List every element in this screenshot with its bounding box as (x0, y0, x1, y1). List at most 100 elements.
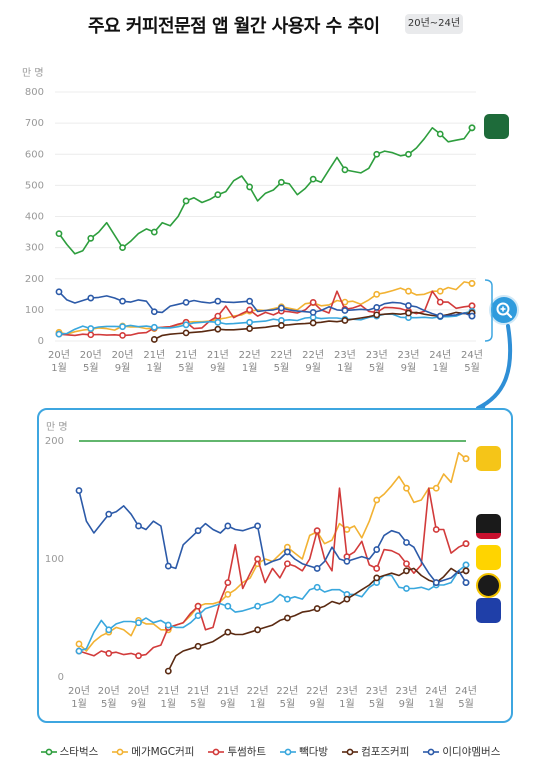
twosome-logo-icon (476, 514, 501, 539)
compose-coffee-logo-icon (476, 573, 501, 598)
legend-swatch (423, 748, 440, 755)
series-line (58, 291, 473, 317)
legend-swatch (208, 748, 225, 755)
series-point (119, 331, 126, 339)
x-tick-label: 9월 (401, 362, 417, 374)
series-point (405, 150, 412, 158)
y-tick-label: 600 (25, 149, 44, 160)
legend-label: 이디야멤버스 (442, 746, 501, 758)
series-line (58, 310, 473, 335)
series-point (182, 321, 190, 329)
legend-swatch (342, 748, 359, 755)
x-tick-label: 23년 (334, 349, 356, 361)
y-tick-label: 800 (25, 87, 44, 98)
series-point (277, 304, 285, 312)
legend-swatch (40, 748, 57, 755)
series-point (214, 318, 222, 326)
series-point (436, 312, 444, 320)
series-point (119, 297, 126, 305)
series-point (373, 150, 381, 158)
x-tick-label: 24년 (429, 349, 451, 361)
legend-swatch (112, 748, 129, 755)
x-tick-label: 21년 (175, 349, 197, 361)
legend-swatch (280, 748, 297, 755)
series-point (405, 309, 412, 317)
x-tick-label: 5월 (178, 362, 194, 374)
series-point (309, 308, 317, 316)
legend-item: 투썸하트 (208, 744, 266, 759)
series-point (87, 294, 95, 302)
series-point (468, 312, 476, 320)
legend-item: 컴포즈커피 (342, 744, 409, 759)
zoom-in-icon[interactable] (489, 295, 519, 325)
x-tick-label: 9월 (115, 362, 131, 374)
x-tick-label: 1월 (51, 362, 67, 374)
legend-item: 이디야멤버스 (423, 744, 500, 759)
legend-label: 컴포즈커피 (361, 746, 410, 758)
y-tick-label: 400 (25, 212, 44, 223)
series-point (55, 230, 63, 238)
starbucks-logo-icon (484, 114, 509, 139)
series-point (468, 124, 476, 132)
series-point (55, 288, 63, 296)
series-point (150, 336, 158, 343)
series-point (87, 234, 95, 242)
x-tick-label: 9월 (305, 362, 321, 374)
series-point (182, 299, 190, 306)
y-tick-label: 100 (25, 305, 44, 316)
series-line (58, 290, 473, 337)
chart-title: 주요 커피전문점 앱 월간 사용자 수 추이 (88, 16, 380, 37)
series-point (119, 323, 126, 331)
legend-label: 투썸하트 (227, 746, 267, 758)
series-point (87, 331, 95, 339)
series-point (246, 183, 254, 191)
x-tick-label: 24년 (461, 349, 483, 361)
series-point (246, 306, 254, 314)
series-point (436, 287, 444, 295)
series-point (405, 287, 412, 295)
series-point (150, 228, 158, 236)
legend-label: 스타벅스 (59, 746, 99, 758)
date-range-badge: 20년~24년 (405, 14, 463, 34)
x-tick-label: 21년 (207, 349, 229, 361)
ediya-logo-icon (476, 598, 501, 623)
series-point (309, 175, 317, 183)
series-point (277, 178, 285, 186)
series-point (468, 302, 476, 310)
series-point (373, 303, 381, 311)
series-point (214, 325, 222, 333)
series-point (436, 298, 444, 306)
series-point (405, 302, 412, 309)
x-tick-label: 1월 (242, 362, 258, 374)
series-point (214, 297, 222, 305)
series-point (214, 312, 222, 320)
series-point (119, 244, 126, 252)
x-tick-label: 1월 (432, 362, 448, 374)
series-point (341, 166, 349, 174)
series-point (373, 311, 381, 319)
series-point (309, 319, 317, 327)
x-tick-label: 20년 (112, 349, 134, 361)
series-point (182, 197, 190, 205)
y-tick-label: 200 (25, 274, 44, 285)
legend: 스타벅스 메가MGC커피 투썸하트 빽다방 컴포즈커피 이디야멤버스 (0, 744, 541, 759)
series-point (436, 130, 444, 138)
legend-item: 빽다방 (280, 744, 328, 759)
y-unit-label: 만 명 (22, 67, 44, 79)
series-point (246, 297, 254, 305)
x-tick-label: 21년 (143, 349, 165, 361)
x-tick-label: 23년 (366, 349, 388, 361)
y-tick-label: 300 (25, 243, 44, 254)
x-tick-label: 5월 (274, 362, 290, 374)
x-tick-label: 1월 (147, 362, 163, 374)
series-point (341, 307, 349, 314)
series-line (58, 127, 473, 255)
x-tick-label: 9월 (210, 362, 226, 374)
series-point (246, 318, 254, 326)
paik-dabang-logo-icon (476, 545, 501, 570)
y-tick-label: 700 (25, 118, 44, 129)
series-point (341, 317, 349, 324)
series-point (55, 330, 63, 338)
legend-label: 메가MGC커피 (131, 746, 195, 758)
x-tick-label: 5월 (464, 362, 480, 374)
